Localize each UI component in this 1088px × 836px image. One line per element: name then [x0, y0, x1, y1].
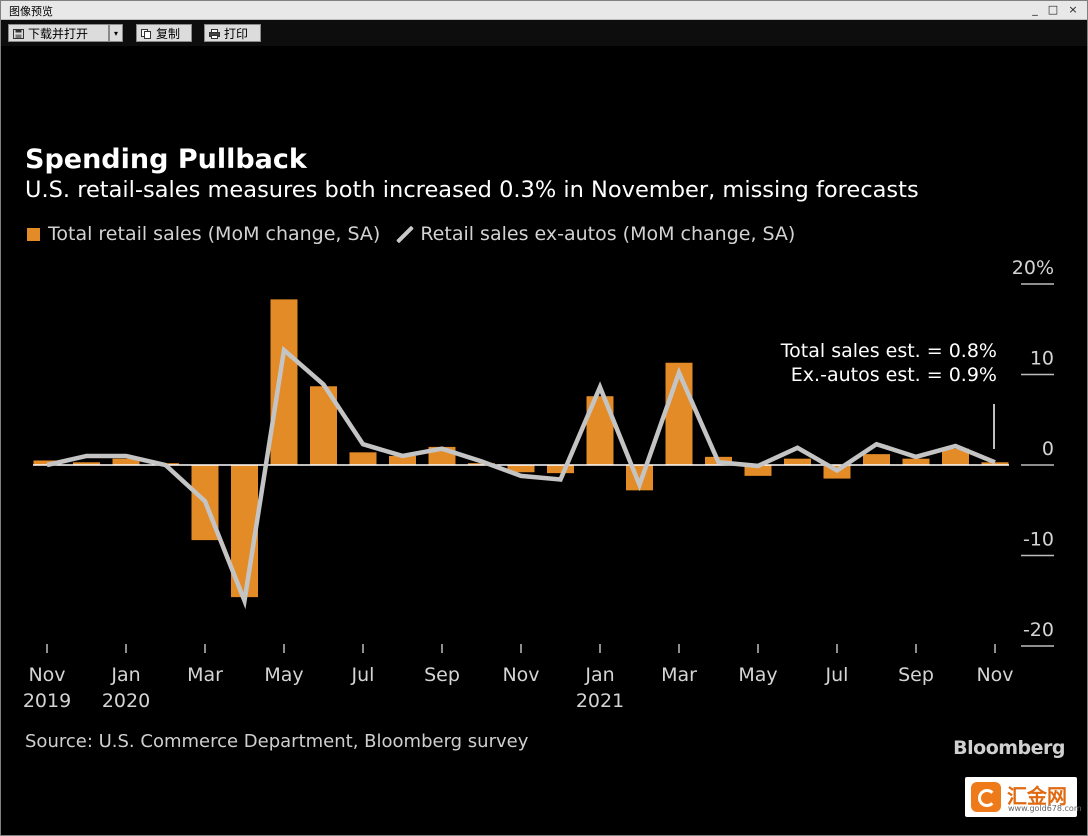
y-tick-label--10: -10	[1023, 529, 1054, 551]
copy-label: 复制	[156, 27, 181, 41]
y-axis: 20% 10 0 -10 -20	[1012, 257, 1054, 647]
legend-swatch-total-sales	[27, 228, 40, 241]
bloomberg-logo: Bloomberg	[953, 737, 1065, 759]
annotation-line-ex-autos: Ex.-autos est. = 0.9%	[790, 364, 997, 386]
download-open-label: 下载并打开	[28, 27, 89, 41]
source-note: Source: U.S. Commerce Department, Bloomb…	[25, 731, 529, 752]
watermark-brand: 汇金网	[1007, 784, 1067, 808]
bar-2021-05	[744, 465, 772, 476]
bar-2020-08	[389, 455, 416, 465]
bar-2021-09	[902, 458, 930, 465]
x-tick-label-2021-03: Mar	[661, 664, 697, 686]
x-axis: Nov 2019 Jan 2020 Mar May Jul Sep Nov Jan 2021 Mar M…	[23, 644, 1014, 712]
printer-icon	[209, 26, 220, 39]
x-tick-label-2021-09: Sep	[898, 664, 934, 686]
x-tick-label-2021-07: Jul	[825, 664, 849, 686]
annotation-line-total: Total sales est. = 0.8%	[780, 340, 997, 362]
gold678-logo-icon	[971, 782, 1001, 812]
chart-title: Spending Pullback	[25, 144, 307, 175]
x-tick-label-2021-05: May	[738, 664, 777, 686]
x-tick-label-2020-11: Nov	[502, 664, 539, 686]
y-tick-label--20: -20	[1023, 619, 1054, 641]
ex-autos-line	[46, 345, 996, 610]
x-tick-label-2020-03: Mar	[187, 664, 223, 686]
chart-subtitle: U.S. retail-sales measures both increase…	[25, 177, 919, 203]
gold678-watermark: 汇金网 www.gold678.com	[965, 777, 1082, 817]
x-year-label-2020-01: 2020	[102, 690, 150, 712]
bar-2020-10	[468, 463, 495, 465]
toolbar: 下载并打开 ▾ 复制 打印	[1, 20, 1087, 46]
chart-plot: Nov 2019 Jan 2020 Mar May Jul Sep Nov Jan 2021 Mar M…	[23, 257, 1054, 712]
bar-2021-11	[981, 462, 1009, 465]
bar-2020-07	[349, 452, 377, 465]
x-tick-label-2021-11: Nov	[976, 664, 1013, 686]
minimize-button[interactable]: _	[1032, 3, 1038, 16]
copy-icon	[141, 26, 152, 39]
bar-2021-10	[942, 448, 969, 465]
bar-2020-12	[547, 465, 574, 474]
copy-button[interactable]: 复制	[136, 24, 192, 42]
y-tick-label-10: 10	[1030, 348, 1054, 370]
y-tick-label-0: 0	[1042, 438, 1054, 460]
x-year-label-2019-11: 2019	[23, 690, 71, 712]
x-year-label-2021-01: 2021	[576, 690, 624, 712]
x-tick-label-2020-01: Jan	[110, 664, 140, 686]
legend-label-total-sales: Total retail sales (MoM change, SA)	[48, 223, 381, 245]
legend-label-ex-autos: Retail sales ex-autos (MoM change, SA)	[420, 223, 796, 245]
chart-image: Spending Pullback U.S. retail-sales meas…	[1, 47, 1087, 835]
line-series-ex-autos	[46, 345, 996, 610]
download-open-button[interactable]: 下载并打开	[8, 24, 109, 42]
maximize-button[interactable]: □	[1047, 3, 1059, 16]
x-tick-label-2020-09: Sep	[424, 664, 460, 686]
x-tick-label-2019-11: Nov	[28, 664, 65, 686]
print-label: 打印	[224, 27, 249, 41]
chart-legend: Total retail sales (MoM change, SA) Retai…	[27, 223, 795, 245]
bar-2020-05	[270, 299, 298, 465]
print-button[interactable]: 打印	[204, 24, 261, 42]
estimate-annotation: Total sales est. = 0.8% Ex.-autos est. =…	[781, 339, 997, 387]
y-tick-label-20: 20%	[1012, 257, 1054, 279]
bar-2021-03	[665, 362, 693, 465]
window-title: 图像预览	[9, 5, 53, 18]
bar-2021-08	[863, 454, 890, 465]
close-button[interactable]: ×	[1068, 3, 1078, 16]
bar-2020-11	[507, 465, 535, 473]
watermark-url: www.gold678.com	[1008, 804, 1082, 813]
bar-2021-06	[784, 458, 811, 465]
bar-2019-12	[73, 462, 100, 465]
save-icon	[13, 26, 24, 39]
bar-series-total-sales	[33, 299, 1009, 598]
x-tick-label-2020-05: May	[264, 664, 303, 686]
x-tick-label-2020-07: Jul	[351, 664, 375, 686]
download-dropdown-button[interactable]: ▾	[109, 24, 123, 42]
title-bar: 图像预览 _ □ ×	[1, 1, 1087, 20]
x-tick-label-2021-01: Jan	[584, 664, 614, 686]
bar-2020-01	[112, 458, 140, 465]
